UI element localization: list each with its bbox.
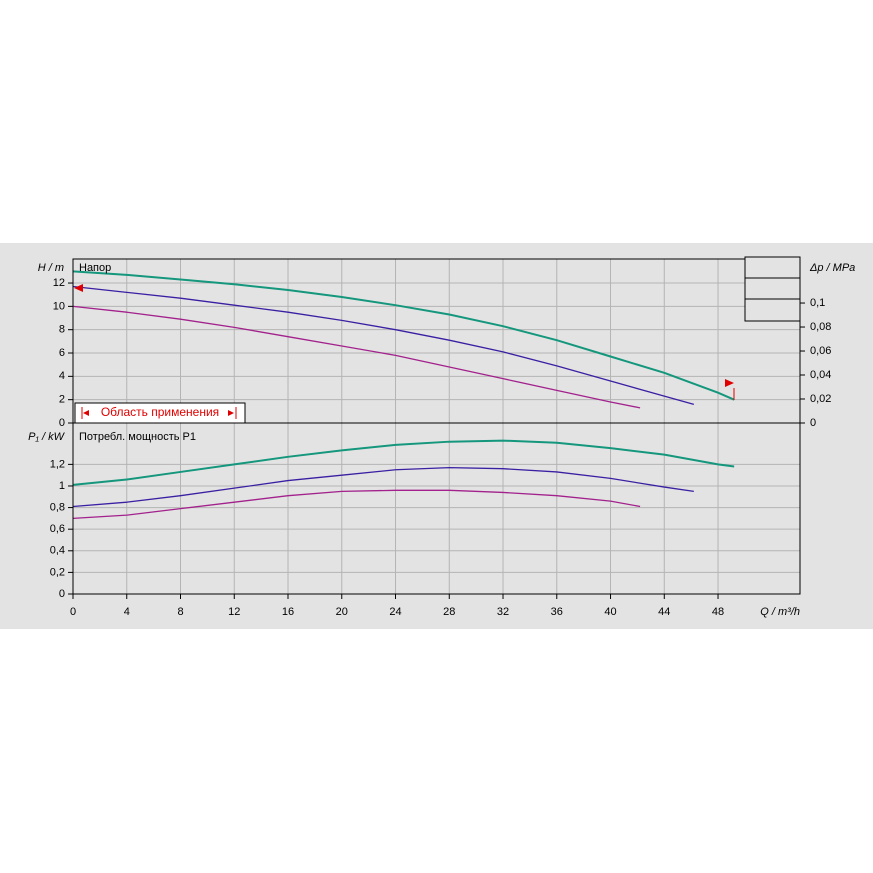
x-tick-label: 32 <box>497 606 509 618</box>
y2-tick-label: 0 <box>810 417 816 429</box>
y-tick-label: 6 <box>59 347 65 359</box>
annotation: Область применения <box>101 405 219 419</box>
x-tick-label: 28 <box>443 606 455 618</box>
series-line <box>72 285 695 405</box>
annotation-box <box>74 402 246 424</box>
legend <box>744 256 801 322</box>
x-tick-label: 16 <box>282 606 294 618</box>
x-tick-label: 40 <box>604 606 616 618</box>
y-tick-label: 10 <box>53 300 65 312</box>
x-tick-label: 20 <box>336 606 348 618</box>
x-axis-label: Q / m³/h <box>760 606 800 618</box>
y-tick-label: 0,4 <box>50 545 65 557</box>
y-axis-label: P₁ / kW <box>28 431 65 443</box>
y-tick-label: 0,6 <box>50 523 65 535</box>
range-marker <box>228 410 234 416</box>
range-marker <box>725 379 734 387</box>
x-tick-label: 4 <box>124 606 130 618</box>
range-marker <box>74 284 83 292</box>
x-tick-label: 44 <box>658 606 670 618</box>
y-tick-label: 1 <box>59 480 65 492</box>
subtitle: Потребл. мощность P1 <box>79 431 196 443</box>
series-line <box>72 489 641 520</box>
series-line <box>72 466 694 508</box>
x-tick-label: 12 <box>228 606 240 618</box>
y-tick-label: 8 <box>59 324 65 336</box>
plot-frame <box>72 258 801 595</box>
y2-axis-label: Δp / MPa <box>809 262 855 274</box>
y2-tick-label: 0,06 <box>810 345 831 357</box>
x-tick-label: 24 <box>389 606 401 618</box>
y-tick-label: 0 <box>59 417 65 429</box>
y-tick-label: 0 <box>59 588 65 600</box>
y2-tick-label: 0,04 <box>810 369 831 381</box>
y2-tick-label: 0,1 <box>810 297 825 309</box>
x-tick-label: 8 <box>177 606 183 618</box>
y-tick-label: 0,8 <box>50 501 65 513</box>
y-tick-label: 1,2 <box>50 458 65 470</box>
y-tick-label: 2 <box>59 394 65 406</box>
y-tick-label: 4 <box>59 370 65 382</box>
series-line <box>72 439 735 486</box>
y-axis-label: H / m <box>38 262 64 274</box>
subtitle: Напор <box>79 262 111 274</box>
y-tick-label: 12 <box>53 277 65 289</box>
y2-tick-label: 0,02 <box>810 393 831 405</box>
range-marker <box>83 410 89 416</box>
series-line <box>72 305 641 409</box>
series-line <box>72 270 735 401</box>
x-tick-label: 48 <box>712 606 724 618</box>
background <box>0 243 873 629</box>
y2-tick-label: 0,08 <box>810 321 831 333</box>
x-tick-label: 36 <box>551 606 563 618</box>
x-tick-label: 0 <box>70 606 76 618</box>
y-tick-label: 0,2 <box>50 566 65 578</box>
